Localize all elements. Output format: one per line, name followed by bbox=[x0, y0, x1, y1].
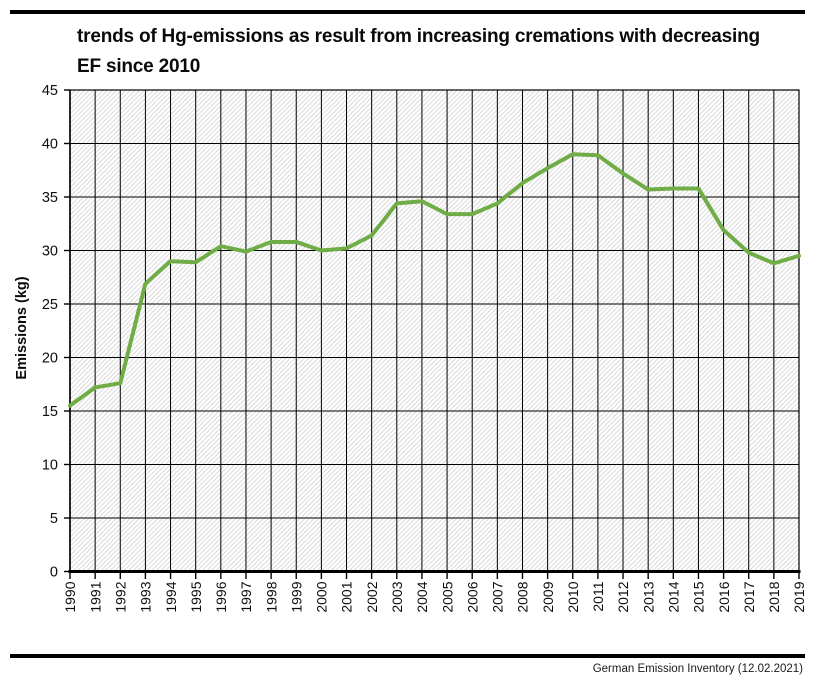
svg-text:1993: 1993 bbox=[138, 581, 154, 612]
svg-text:45: 45 bbox=[42, 83, 58, 99]
svg-text:25: 25 bbox=[42, 297, 58, 313]
source-caption: German Emission Inventory (12.02.2021) bbox=[592, 663, 803, 675]
x-tick-labels: 1990 1991 1992 1993 1994 1995 1996 1997 1998 1999… bbox=[62, 581, 807, 612]
svg-text:2000: 2000 bbox=[314, 581, 330, 612]
svg-text:2002: 2002 bbox=[364, 581, 380, 612]
plot-background bbox=[70, 90, 799, 572]
svg-text:1991: 1991 bbox=[87, 581, 103, 612]
y-tick-labels: 0 5 10 15 20 25 30 35 40 45 bbox=[42, 83, 58, 581]
svg-text:2013: 2013 bbox=[640, 581, 656, 612]
axes bbox=[68, 89, 801, 573]
emissions-line bbox=[68, 152, 801, 408]
svg-text:2014: 2014 bbox=[666, 581, 682, 612]
axis-ticks bbox=[64, 89, 800, 579]
chart-title-line2: EF since 2010 bbox=[77, 56, 201, 77]
svg-text:1998: 1998 bbox=[263, 581, 279, 612]
svg-text:2012: 2012 bbox=[615, 581, 631, 612]
svg-text:2007: 2007 bbox=[490, 581, 506, 612]
footer-border-bar bbox=[10, 654, 805, 658]
svg-text:35: 35 bbox=[42, 190, 58, 206]
svg-text:2008: 2008 bbox=[515, 581, 531, 612]
svg-text:1995: 1995 bbox=[188, 581, 204, 612]
svg-text:40: 40 bbox=[42, 137, 58, 153]
svg-text:2006: 2006 bbox=[464, 581, 480, 612]
svg-text:1994: 1994 bbox=[163, 581, 179, 612]
svg-text:2010: 2010 bbox=[565, 581, 581, 612]
svg-text:1990: 1990 bbox=[62, 581, 78, 612]
svg-text:1999: 1999 bbox=[288, 581, 304, 612]
svg-text:2003: 2003 bbox=[389, 581, 405, 612]
svg-text:20: 20 bbox=[42, 351, 58, 367]
svg-text:2019: 2019 bbox=[791, 581, 807, 612]
svg-text:2004: 2004 bbox=[414, 581, 430, 612]
svg-text:1997: 1997 bbox=[238, 581, 254, 612]
svg-text:2001: 2001 bbox=[339, 581, 355, 612]
svg-text:0: 0 bbox=[50, 565, 58, 581]
svg-text:2009: 2009 bbox=[540, 581, 556, 612]
svg-text:2017: 2017 bbox=[741, 581, 757, 612]
svg-text:15: 15 bbox=[42, 404, 58, 420]
svg-text:2016: 2016 bbox=[716, 581, 732, 612]
svg-text:1992: 1992 bbox=[112, 581, 128, 612]
svg-text:2018: 2018 bbox=[766, 581, 782, 612]
svg-text:1996: 1996 bbox=[213, 581, 229, 612]
svg-text:10: 10 bbox=[42, 458, 58, 474]
top-border-bar bbox=[10, 10, 805, 14]
svg-text:2011: 2011 bbox=[590, 581, 606, 611]
svg-text:5: 5 bbox=[50, 511, 58, 527]
svg-text:30: 30 bbox=[42, 244, 58, 260]
chart-title: trends of Hg-emissions as result from in… bbox=[77, 22, 789, 82]
chart-title-line1: trends of Hg-emissions as result from in… bbox=[77, 26, 760, 47]
svg-text:2005: 2005 bbox=[439, 581, 455, 612]
svg-text:2015: 2015 bbox=[691, 581, 707, 612]
